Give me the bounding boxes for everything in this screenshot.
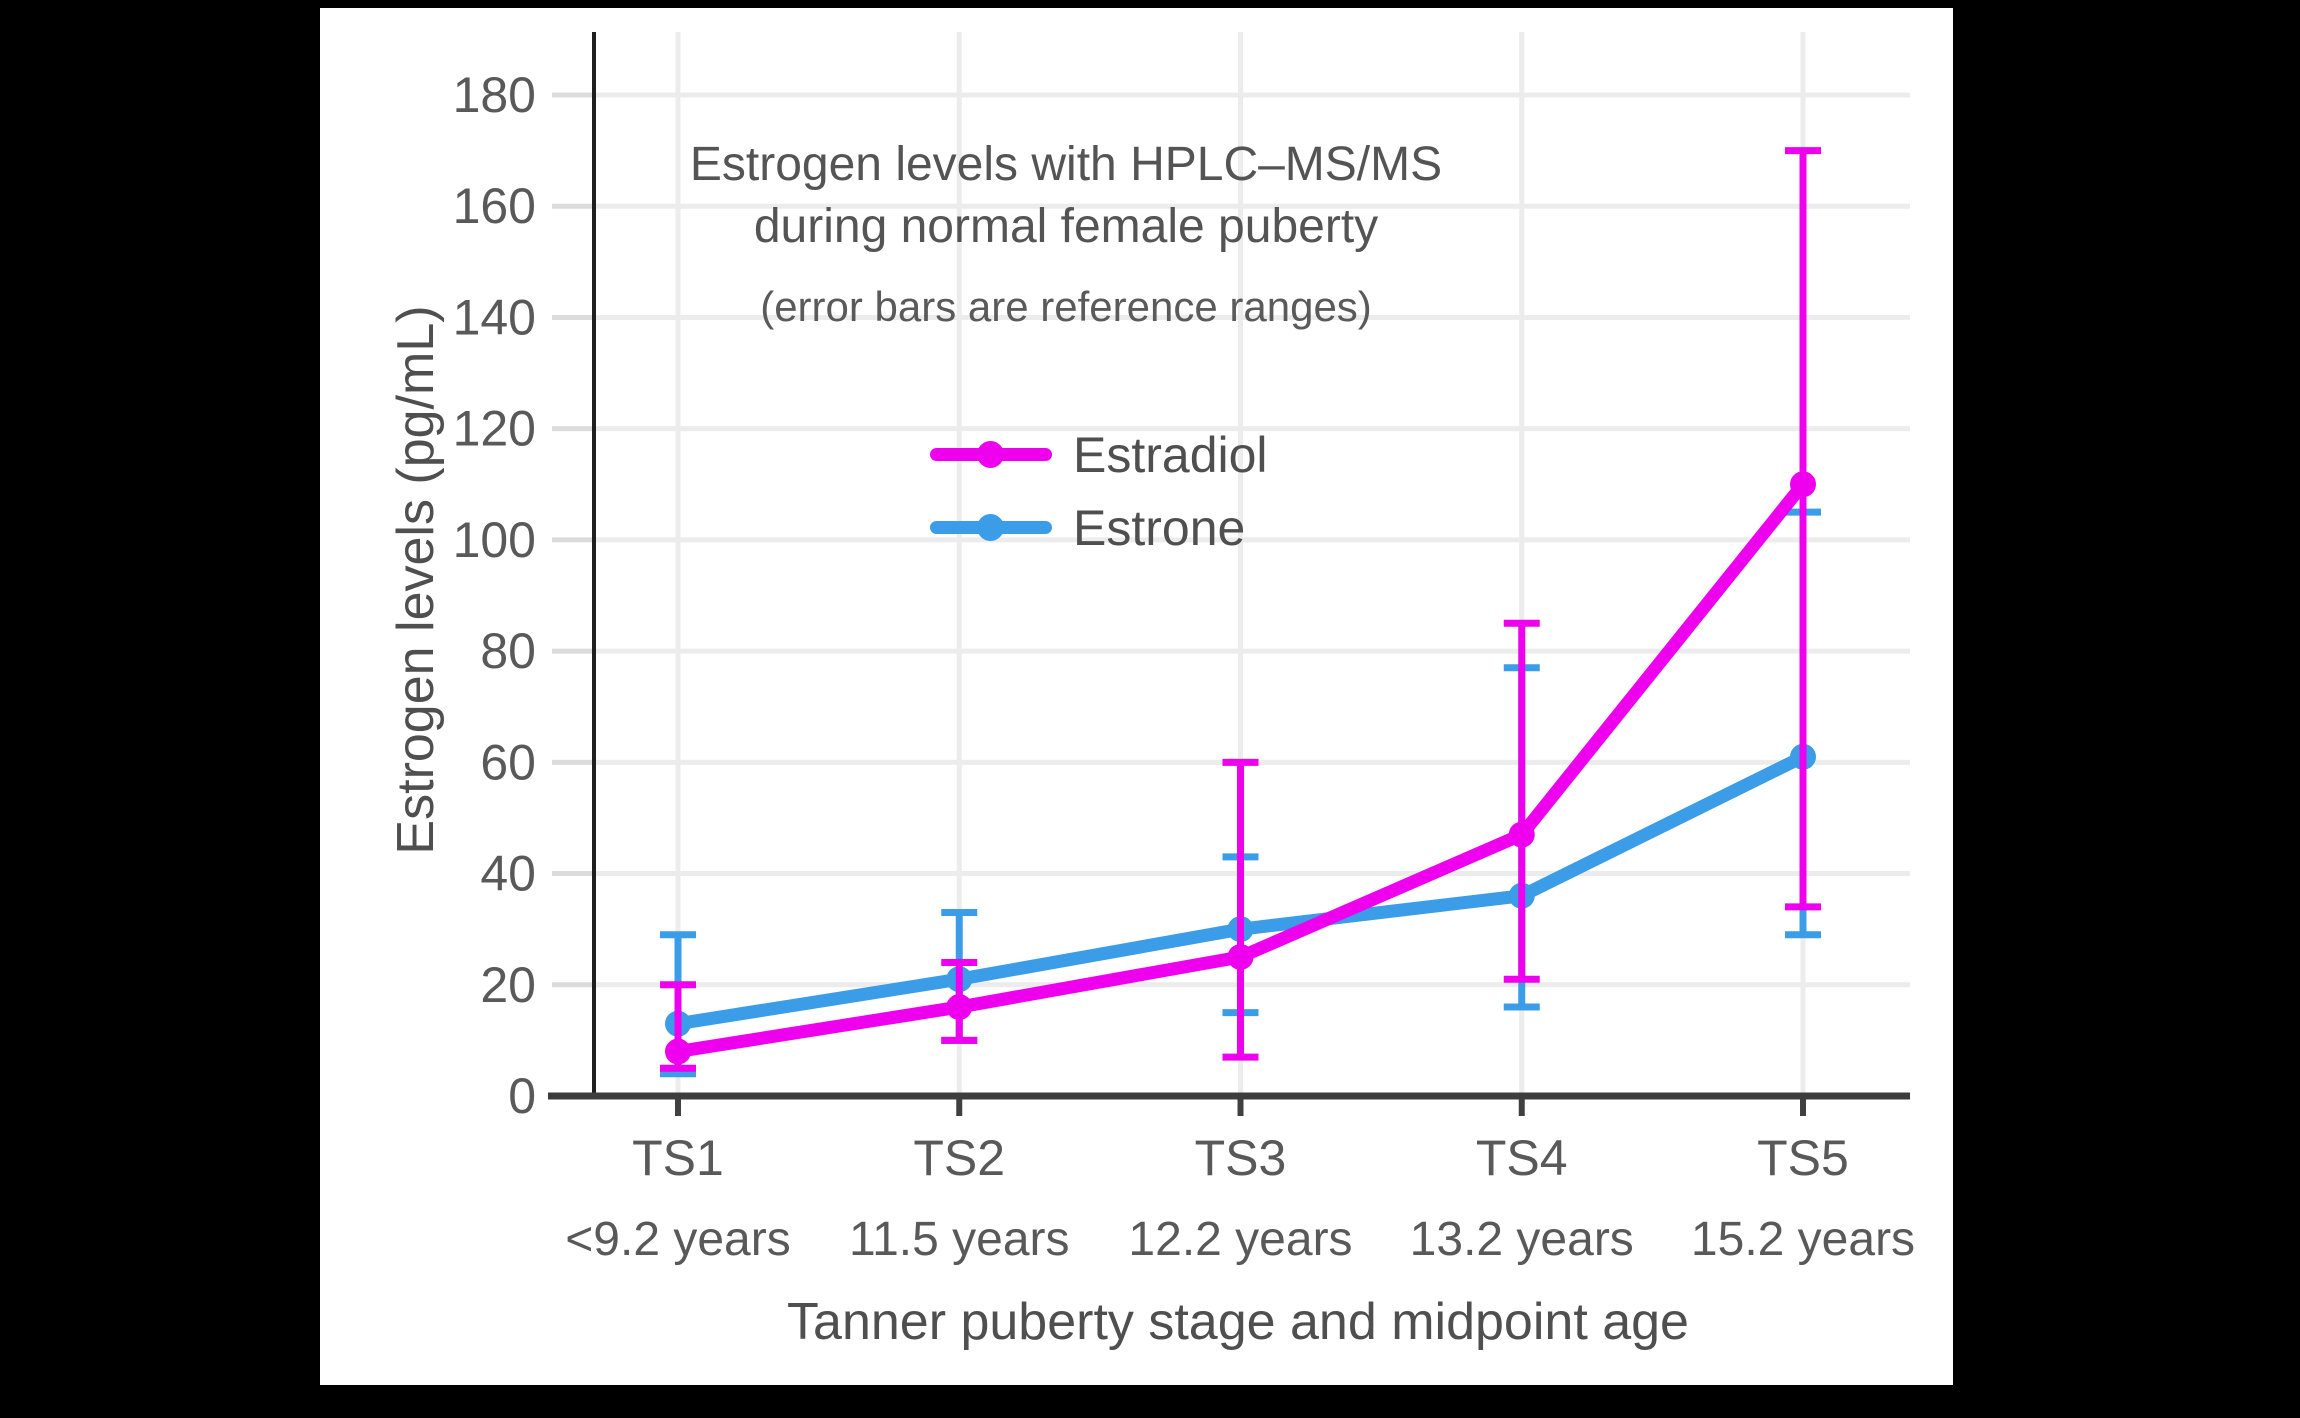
x-tick-age-label-TS1: <9.2 years <box>565 1213 790 1266</box>
x-tick-stage-label-TS4: TS4 <box>1476 1130 1568 1186</box>
x-tick-age-label-TS5: 15.2 years <box>1691 1213 1915 1266</box>
x-tick-stage-label-TS2: TS2 <box>913 1130 1005 1186</box>
y-tick-label-20: 20 <box>480 957 536 1013</box>
x-tick-age-label-TS4: 13.2 years <box>1410 1213 1634 1266</box>
y-tick-label-140: 140 <box>453 289 536 345</box>
y-tick-label-40: 40 <box>480 846 536 902</box>
y-axis-title: Estrogen levels (pg/mL) <box>387 305 445 855</box>
chart-subtitle: (error bars are reference ranges) <box>760 283 1372 330</box>
data-point-Estradiol-TS4 <box>1508 821 1535 848</box>
legend-entry-estrone: Estrone <box>930 491 1268 564</box>
data-point-Estradiol-TS2 <box>946 994 973 1021</box>
y-tick-label-0: 0 <box>508 1068 536 1124</box>
data-point-Estradiol-TS5 <box>1790 471 1816 498</box>
y-tick-label-180: 180 <box>453 67 536 123</box>
chart-title-line1: Estrogen levels with HPLC–MS/MS <box>689 138 1443 191</box>
data-point-Estradiol-TS1 <box>665 1038 691 1065</box>
x-axis-title: Tanner puberty stage and midpoint age <box>787 1293 1689 1351</box>
x-tick-stage-label-TS5: TS5 <box>1757 1130 1849 1186</box>
x-tick-stage-label-TS3: TS3 <box>1195 1130 1287 1186</box>
y-tick-label-120: 120 <box>453 401 536 457</box>
chart-title-block: Estrogen levels with HPLC–MS/MS during n… <box>690 134 1442 332</box>
y-tick-label-100: 100 <box>453 512 536 568</box>
figure-panel: 0 20 40 60 80 100 120 140 160 180 TS1 <9.2 years TS2… <box>320 8 1953 1385</box>
legend-label-estrone: Estrone <box>1073 499 1246 556</box>
legend: Estradiol Estrone <box>930 418 1268 564</box>
x-tick-age-label-TS2: 11.5 years <box>849 1213 1070 1266</box>
y-tick-label-160: 160 <box>453 178 536 234</box>
legend-entry-estradiol: Estradiol <box>930 418 1268 491</box>
y-tick-label-60: 60 <box>480 734 536 790</box>
legend-label-estradiol: Estradiol <box>1073 426 1268 483</box>
legend-dot-estrone <box>977 514 1004 541</box>
legend-line-marker-estradiol <box>930 441 1052 468</box>
chart-title-line2: during normal female puberty <box>753 200 1379 253</box>
x-tick-stage-label-TS1: TS1 <box>632 1130 724 1186</box>
y-tick-label-80: 80 <box>480 623 536 679</box>
estrogen-levels-chart: 0 20 40 60 80 100 120 140 160 180 TS1 <9.2 years TS2… <box>453 32 1915 1266</box>
legend-dot-estradiol <box>977 441 1004 468</box>
data-point-Estradiol-TS3 <box>1227 943 1254 970</box>
x-tick-age-label-TS3: 12.2 years <box>1128 1213 1352 1266</box>
legend-line-marker-estrone <box>930 514 1052 541</box>
